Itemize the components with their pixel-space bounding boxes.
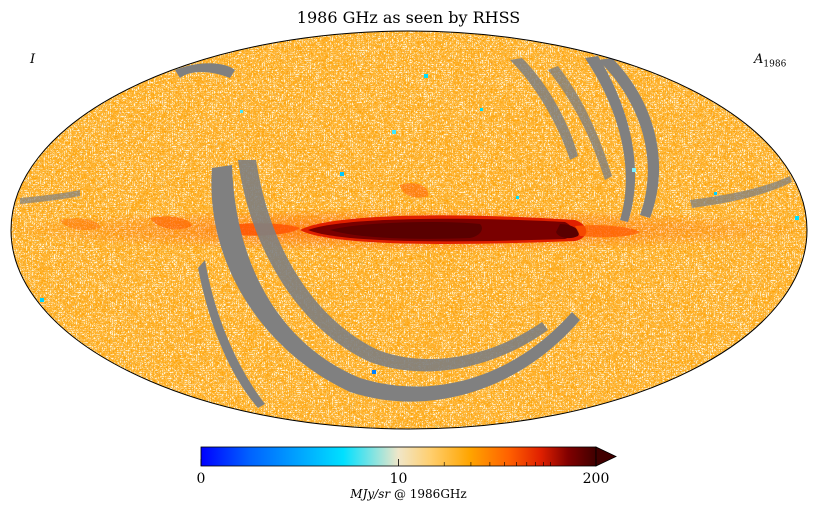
mask-stripe-north-2 <box>598 58 660 218</box>
cold-pixels <box>40 74 799 374</box>
colorbar-tick-label: 10 <box>390 471 408 487</box>
mask-stripe-south-arc <box>211 165 580 402</box>
colorbar: 0 10 200 <box>197 446 617 487</box>
chart-title: 1986 GHz as seen by RHSS <box>296 8 521 27</box>
mask-stripe-north-4 <box>548 66 612 180</box>
colorbar-at: @ <box>393 487 406 501</box>
mask-stripe-north-3 <box>510 58 578 160</box>
mask-stripe-south-arc-2 <box>238 160 548 372</box>
colorbar-tick-label: 0 <box>197 471 206 487</box>
colorbar-frequency: 1986GHz <box>409 487 467 501</box>
colorbar-ticks: 0 10 200 <box>197 459 610 487</box>
map-outline <box>10 30 808 430</box>
mask-stripe-northwest <box>175 63 235 78</box>
component-label: A1986 <box>754 52 786 70</box>
map-area <box>11 31 807 429</box>
component-subscript: 1986 <box>763 59 787 70</box>
mask-stripe-east <box>690 176 792 208</box>
colorbar-unit: MJy/sr <box>350 487 391 501</box>
stokes-parameter-label: I <box>30 52 36 67</box>
mask-stripe-south-arc-3 <box>198 260 265 408</box>
colorbar-tick-label: 200 <box>583 471 610 487</box>
mask-stripe-west <box>20 190 80 204</box>
masked-scan-gaps <box>20 56 792 408</box>
galactic-plane-band <box>11 183 807 252</box>
colorbar-label: MJy/sr @ 1986GHz <box>0 487 817 501</box>
mask-stripe-north-1 <box>585 56 636 222</box>
colorbar-extend-arrow <box>595 446 617 467</box>
component-symbol: A <box>754 52 764 67</box>
